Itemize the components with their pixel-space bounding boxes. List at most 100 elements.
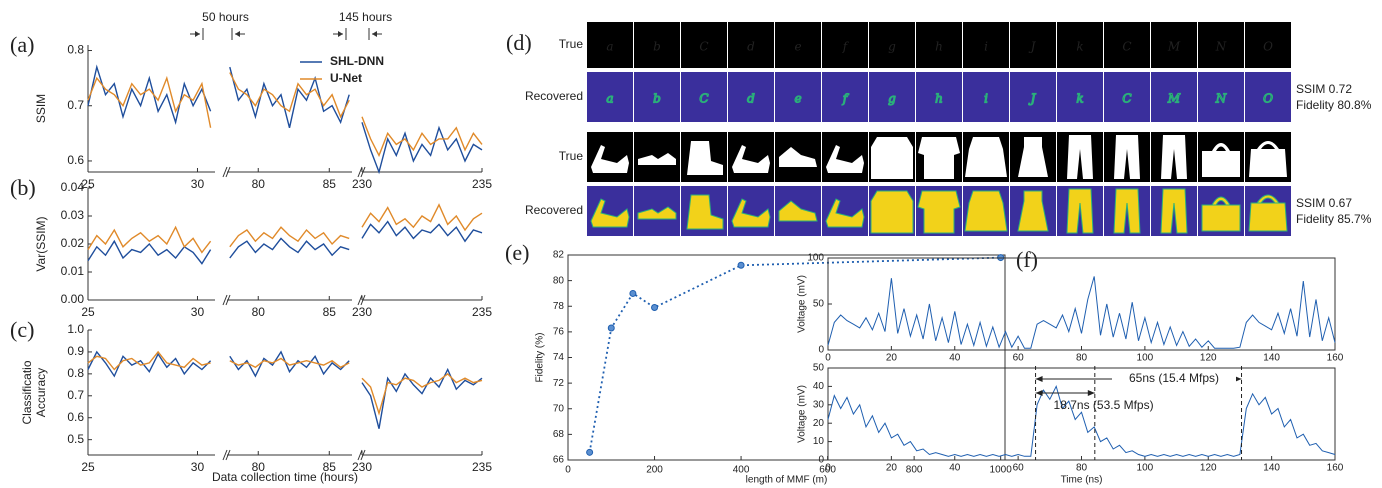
row-label: True: [559, 149, 584, 163]
row-label: Recovered: [525, 89, 583, 103]
y-tick-label: 0: [818, 455, 824, 466]
legend-label: U-Net: [330, 71, 362, 85]
x-tick-label: 0: [565, 465, 571, 476]
item-shape: [918, 137, 960, 179]
x-tick-label: 30: [191, 305, 205, 319]
y-tick-label: 72: [553, 378, 565, 389]
recovered-glyph: g: [888, 92, 896, 106]
x-tick-label: 120: [1200, 353, 1217, 364]
y-axis-label: SSIM: [34, 94, 48, 123]
x-tick-label: 235: [472, 305, 492, 319]
y-tick-label: 70: [553, 403, 565, 414]
true-glyph: g: [888, 40, 896, 54]
true-glyph: C: [699, 40, 708, 54]
x-tick-label: 20: [886, 463, 898, 474]
recovered-glyph: C: [1122, 92, 1131, 106]
fashion-item: [871, 137, 913, 179]
x-tick-label: 85: [323, 305, 337, 319]
y-tick-label: 50: [813, 363, 825, 374]
y-tick-label: 0.6: [67, 153, 84, 167]
point: [652, 305, 658, 311]
y-tick-label: 68: [553, 429, 565, 440]
x-tick-label: 0: [825, 463, 831, 474]
x-tick-label: 25: [81, 305, 95, 319]
panel-label: (d): [506, 30, 532, 55]
y-tick-label: 1.0: [67, 322, 84, 336]
recovered-glyph: a: [606, 92, 613, 106]
true-glyph: k: [1076, 40, 1083, 54]
x-tick-label: 20: [886, 353, 898, 364]
y-axis-label: Var(SSIM): [34, 216, 48, 271]
true-glyph: N: [1215, 40, 1227, 54]
x-tick-label: 40: [949, 463, 961, 474]
y-tick-label: 0.04: [61, 180, 85, 194]
annotation: 145 hours: [339, 10, 392, 24]
x-tick-label: 30: [191, 460, 205, 474]
item-shape: [871, 137, 913, 179]
y-tick-label: 20: [813, 418, 825, 429]
panel-label: (c): [10, 317, 34, 342]
stat-label: Fidelity 85.7%: [1296, 212, 1372, 226]
x-tick-label: 230: [352, 305, 372, 319]
y-tick-label: 0.9: [67, 344, 84, 358]
recovered-glyph: h: [935, 92, 943, 106]
stat-label: SSIM 0.72: [1296, 82, 1352, 96]
x-tick-label: 235: [472, 460, 492, 474]
true-glyph: C: [1122, 40, 1131, 54]
recovered-glyph: N: [1215, 92, 1227, 106]
x-tick-label: 200: [646, 465, 663, 476]
x-tick-label: 230: [352, 177, 372, 191]
x-axis-label: Data collection time (hours): [212, 470, 358, 484]
true-glyph: a: [606, 40, 613, 54]
y-tick-label: 0: [818, 345, 824, 356]
fashion-item: [965, 137, 1007, 177]
item-shape: [965, 191, 1007, 231]
true-glyph: h: [935, 40, 943, 54]
x-tick-label: 140: [1263, 353, 1280, 364]
x-tick-label: 60: [1013, 353, 1025, 364]
y-tick-label: 0.02: [61, 236, 85, 250]
x-tick-label: 80: [1076, 463, 1088, 474]
x-tick-label: 30: [191, 177, 205, 191]
annotation: 18.7ns (53.5 Mfps): [1054, 398, 1154, 412]
x-tick-label: 160: [1327, 463, 1344, 474]
y-tick-label: 50: [813, 299, 825, 310]
x-tick-label: 60: [1013, 463, 1025, 474]
recovered-glyph: e: [794, 92, 801, 106]
x-tick-label: 160: [1327, 353, 1344, 364]
y-tick-label: 0.8: [67, 366, 84, 380]
y-axis-label: Voltage (mV): [797, 275, 808, 333]
recovered-glyph: d: [747, 92, 755, 106]
y-tick-label: 30: [813, 399, 825, 410]
recovered-glyph: b: [653, 92, 661, 106]
x-tick-label: 120: [1200, 463, 1217, 474]
y-tick-label: 66: [553, 455, 565, 466]
annotation: 50 hours: [202, 10, 249, 24]
x-tick-label: 235: [472, 177, 492, 191]
point: [738, 262, 744, 268]
item-shape: [871, 191, 913, 233]
stat-label: Fidelity 80.8%: [1296, 98, 1372, 112]
true-glyph: d: [747, 40, 755, 54]
y-axis-label: Fidelity (%): [535, 332, 546, 382]
y-tick-label: 0.6: [67, 410, 84, 424]
y-axis-label: Classificatio: [20, 360, 34, 424]
x-tick-label: 100: [1137, 353, 1154, 364]
point: [630, 290, 636, 296]
y-tick-label: 0.7: [67, 388, 84, 402]
recovered-glyph: i: [984, 92, 988, 106]
fashion-item: [871, 191, 913, 233]
y-tick-label: 0.01: [61, 264, 85, 278]
row-label: Recovered: [525, 203, 583, 217]
x-tick-label: 0: [825, 353, 831, 364]
x-axis-label: length of MMF (m): [746, 475, 828, 486]
point: [608, 325, 614, 331]
panel-label: (b): [10, 175, 36, 200]
true-glyph: i: [984, 40, 988, 54]
y-tick-label: 76: [553, 327, 565, 338]
fashion-item: [965, 191, 1007, 231]
item-shape: [965, 137, 1007, 177]
y-tick-label: 0.5: [67, 432, 84, 446]
y-tick-label: 74: [553, 352, 565, 363]
y-tick-label: 100: [807, 253, 824, 264]
